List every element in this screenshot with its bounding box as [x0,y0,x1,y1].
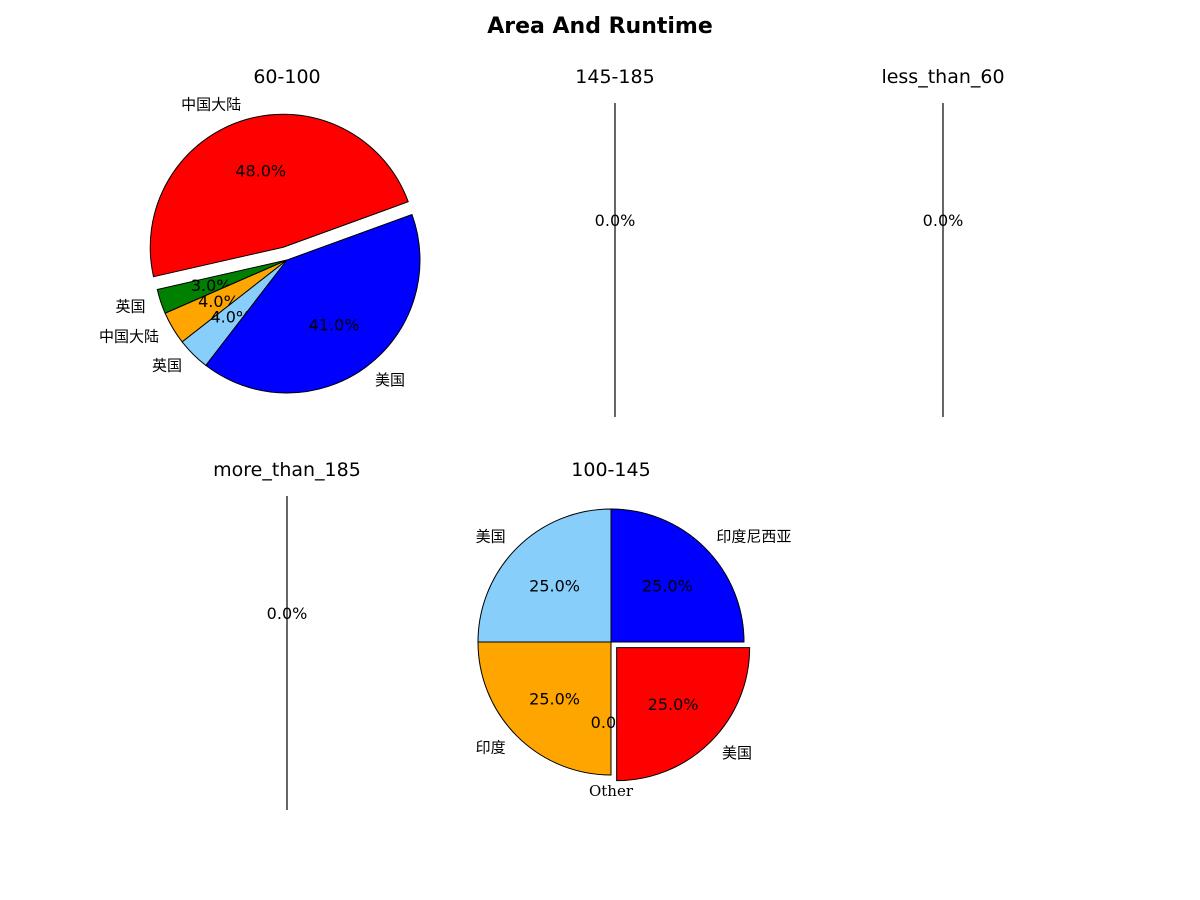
pie-chart-5: 100-14525.0%印度尼西亚25.0%美国25.0%印度0.0%Other… [476,459,792,800]
pie-pct-label: 0.0% [267,604,308,623]
pie-pct-label: 25.0% [529,689,580,708]
pie-wedge [205,213,421,394]
subplot-title: 100-145 [571,459,650,481]
subplot-title: less_than_60 [881,66,1004,88]
pie-wedge [610,508,745,643]
pie-pct-label: 25.0% [648,695,699,714]
pie-category-label: 英国 [152,357,182,375]
pie-category-label: 中国大陆 [181,95,241,113]
subplot-title: 60-100 [253,66,320,88]
pie-wedge [477,508,612,643]
pie-category-label: 英国 [115,298,145,316]
pie-pct-label: 25.0% [529,577,580,596]
pie-wedge [477,641,612,776]
pie-category-label: 印度 [476,738,506,756]
pie-chart-4: more_than_185 0.0% [213,459,361,810]
pie-wedge [616,647,751,782]
pie-category-label: 美国 [476,528,506,546]
subplot-title: 145-185 [575,66,654,88]
pie-category-label: Other [589,782,634,800]
pie-pct-label: 41.0% [309,315,360,334]
pie-chart-2: 145-185 0.0% [575,66,655,417]
pie-pct-label: 25.0% [642,577,693,596]
pie-pct-label: 0.0% [595,211,636,230]
pie-category-label: 美国 [722,744,752,762]
pie-chart-3: less_than_60 0.0% [881,66,1005,417]
pie-pct-label: 48.0% [235,162,286,181]
pie-category-label: 美国 [375,371,405,389]
pie-wedge [149,113,409,278]
pie-category-label: 印度尼西亚 [716,528,791,546]
pie-category-label: 中国大陆 [99,327,159,345]
pie-pct-label: 0.0% [923,211,964,230]
subplot-title: more_than_185 [213,459,361,481]
figure-title: Area And Runtime [487,14,713,39]
